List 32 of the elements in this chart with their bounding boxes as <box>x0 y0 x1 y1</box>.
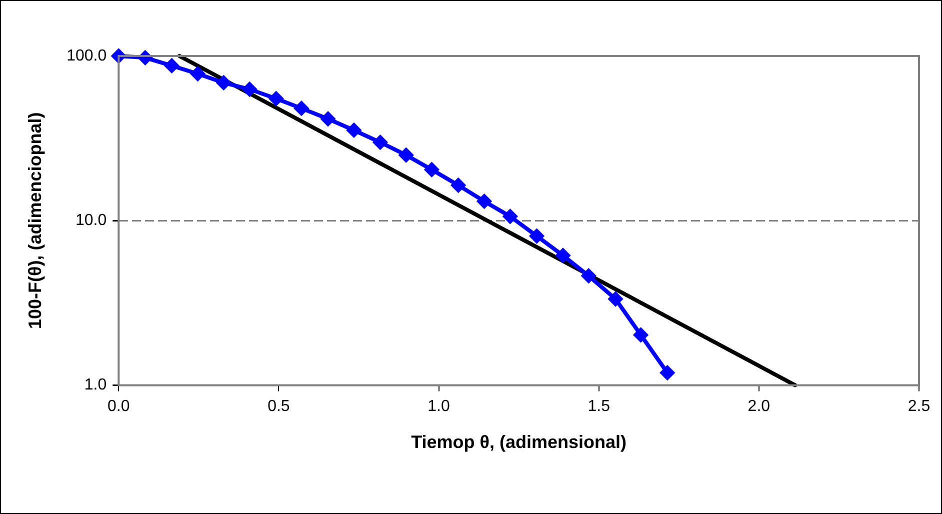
point <box>346 123 361 138</box>
point <box>530 229 544 244</box>
point <box>556 248 570 262</box>
x-tick-label: 0.0 <box>108 398 130 416</box>
x-tick-label: 2.5 <box>908 398 930 416</box>
y-tick-label: 1.0 <box>84 376 107 394</box>
point <box>477 194 492 208</box>
point <box>503 209 518 224</box>
y-axis-title: 100-F(θ), (adimenciopnal) <box>24 112 45 329</box>
x-axis-title: Tiemop θ, (adimensional) <box>411 432 627 452</box>
point <box>242 82 257 96</box>
y-tick-label: 10.0 <box>76 212 107 230</box>
x-tick-label: 1.5 <box>588 398 610 416</box>
point <box>660 366 674 380</box>
point <box>190 66 205 81</box>
y-tick-label: 100.0 <box>66 47 107 64</box>
point <box>138 50 152 65</box>
x-tick-label: 2.0 <box>748 398 770 416</box>
point <box>269 92 284 106</box>
point <box>582 268 596 283</box>
x-tick-label: 1.0 <box>428 398 450 416</box>
x-tick-label: 0.5 <box>268 398 290 416</box>
point <box>164 58 179 73</box>
point <box>451 178 466 192</box>
point <box>321 112 336 126</box>
point <box>424 162 439 177</box>
point <box>216 76 231 90</box>
point <box>294 101 308 116</box>
point <box>634 328 648 342</box>
point <box>373 135 388 150</box>
point <box>399 148 414 162</box>
point <box>608 292 623 306</box>
